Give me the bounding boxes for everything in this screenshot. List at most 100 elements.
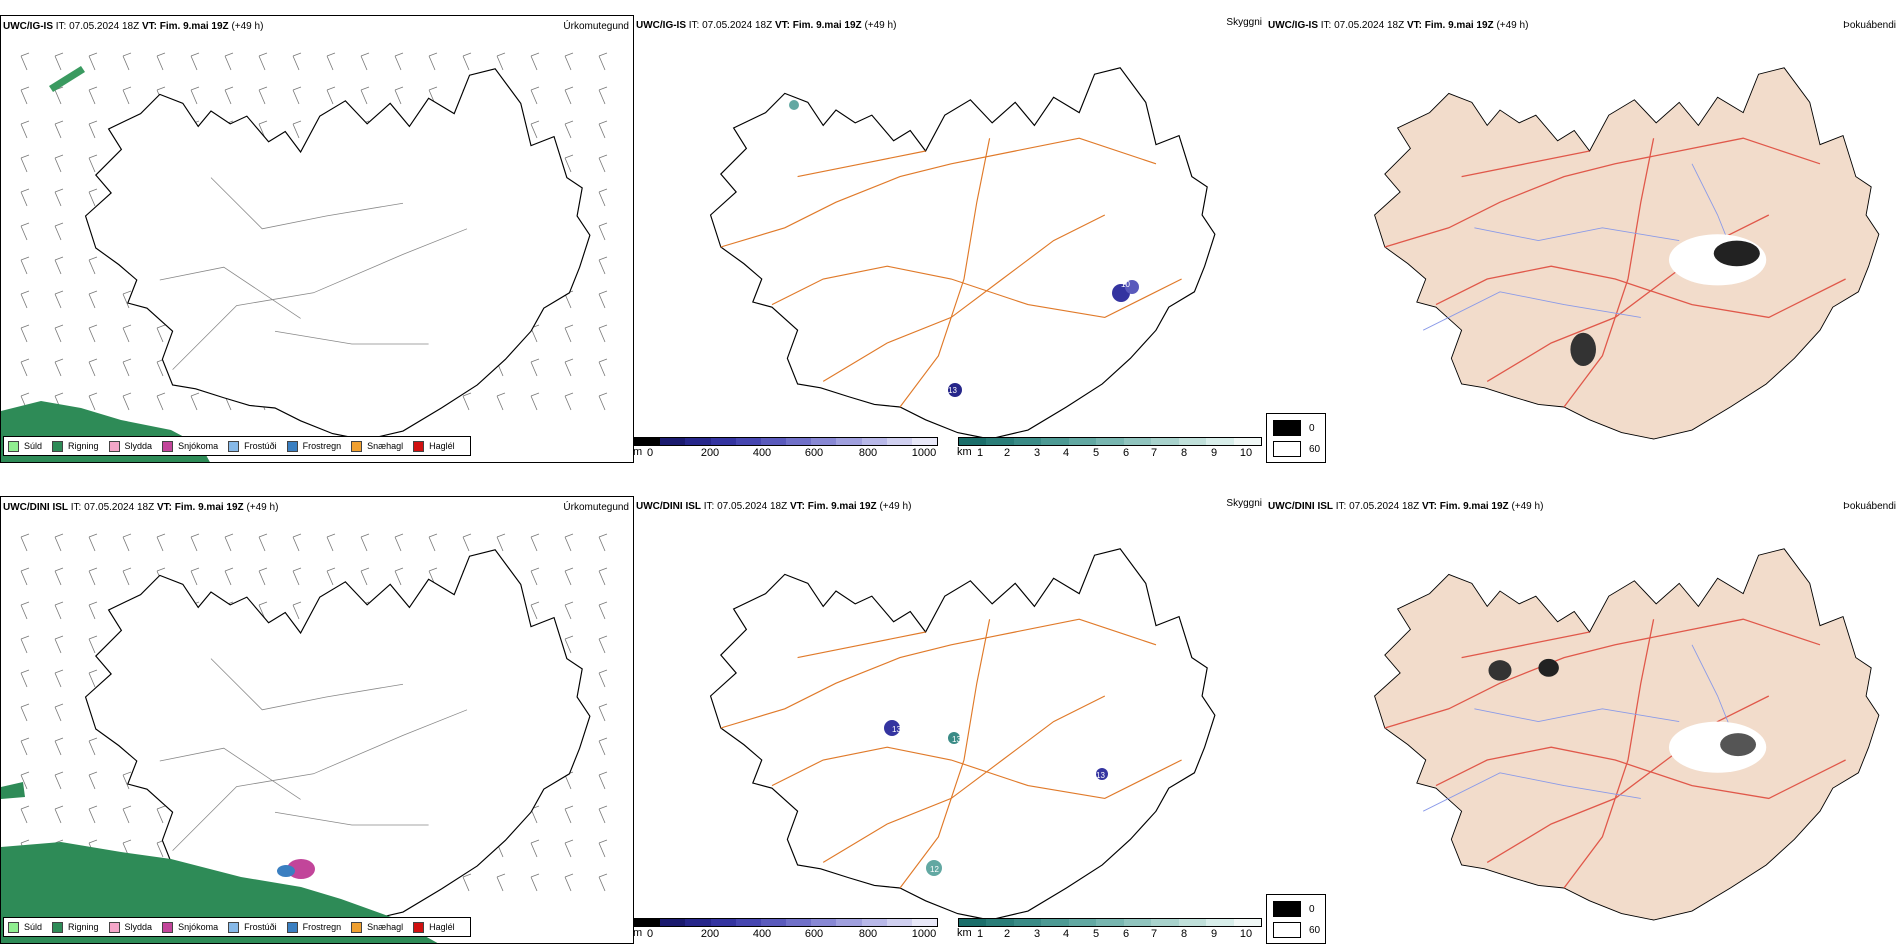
wind-barb (122, 567, 132, 586)
wind-barb (20, 805, 30, 824)
wind-barb (20, 669, 30, 688)
wind-barb (292, 120, 302, 139)
wind-barb (156, 805, 166, 824)
wind-barb (54, 805, 64, 824)
wind-barb (20, 737, 30, 756)
wind-barb (88, 567, 98, 586)
precip-panel-top: UWC/IG-IS IT: 07.05.2024 18Z VT: Fim. 9.… (0, 15, 634, 463)
wind-barb (598, 120, 608, 139)
wind-barb (326, 567, 336, 586)
wind-barb (598, 601, 608, 620)
wind-barb (598, 154, 608, 173)
height-colorbar-bar (634, 437, 938, 446)
wind-barb (598, 737, 608, 756)
wind-barb (428, 52, 438, 71)
wind-barb (122, 771, 132, 790)
wind-barb (54, 771, 64, 790)
wind-barb (156, 392, 166, 411)
height-colorbar: m 0 200 400 600 800 1000 (634, 437, 938, 463)
panel-title: Úrkomutegund (563, 502, 629, 513)
wind-barb (88, 290, 98, 309)
wind-barb (598, 873, 608, 892)
wind-barb (122, 358, 132, 377)
wind-barb (598, 635, 608, 654)
wind-barb (224, 86, 234, 105)
wind-barb (598, 86, 608, 105)
wind-barb (88, 805, 98, 824)
wind-barb (190, 567, 200, 586)
wind-barb (598, 805, 608, 824)
wind-barb (20, 324, 30, 343)
fog-panel-bottom: UWC/DINI ISL IT: 07.05.2024 18Z VT: Fim.… (1266, 496, 1900, 944)
wind-barb (88, 358, 98, 377)
wind-barb (564, 635, 574, 654)
visibility-colorbar: km 1 2 3 4 5 6 7 8 9 10 (957, 918, 1262, 944)
model-name: UWC/DINI ISL (3, 502, 68, 513)
wind-barb (462, 873, 472, 892)
precip-legend: Súld Rigning Slydda Snjókoma Frostúði Fr… (3, 917, 471, 937)
wind-barb (20, 188, 30, 207)
wind-barb (54, 188, 64, 207)
wind-barb (224, 52, 234, 71)
wind-barb (190, 86, 200, 105)
wind-barb (54, 154, 64, 173)
visibility-colorbar-bar (958, 437, 1262, 446)
legend-item: Súld (8, 440, 42, 452)
wind-barb (496, 873, 506, 892)
wind-barb (530, 567, 540, 586)
wind-barb (530, 52, 540, 71)
wind-barb (54, 567, 64, 586)
legend-item: Frostregn (286, 440, 341, 452)
visibility-map: 10 95 13 (709, 67, 1216, 440)
wind-barb (598, 52, 608, 71)
model-name: UWC/IG-IS (3, 21, 53, 32)
map-label: 13 (948, 386, 957, 395)
wind-barb (54, 290, 64, 309)
wind-barb (564, 52, 574, 71)
wind-barb (598, 256, 608, 275)
wind-barb (258, 86, 268, 105)
wind-barb (54, 52, 64, 71)
wind-barb (156, 324, 166, 343)
wind-barb (258, 52, 268, 71)
map-label: 13 (892, 725, 901, 734)
wind-barb (564, 120, 574, 139)
wind-barb (598, 567, 608, 586)
wind-barb (156, 533, 166, 552)
wind-barb (530, 533, 540, 552)
precip-header: UWC/IG-IS IT: 07.05.2024 18Z VT: Fim. 9.… (3, 21, 629, 32)
wind-barb (88, 188, 98, 207)
wind-barb (122, 392, 132, 411)
snow-area (287, 859, 315, 879)
wind-barb (20, 703, 30, 722)
panel-title: Þokuábendi (1843, 20, 1896, 31)
fog-map (1373, 67, 1880, 440)
wind-barb (258, 567, 268, 586)
wind-barb (88, 154, 98, 173)
wind-barb (530, 86, 540, 105)
wind-barb (122, 52, 132, 71)
precip-map (1, 52, 608, 462)
wind-barb (598, 324, 608, 343)
wind-barb (564, 533, 574, 552)
wind-barb (462, 52, 472, 71)
wind-barb (88, 86, 98, 105)
legend-item: Rigning (52, 921, 99, 933)
wind-barb (88, 256, 98, 275)
wind-barb (20, 52, 30, 71)
precip-map (1, 533, 608, 943)
wind-barb (598, 771, 608, 790)
legend-item: Snjókoma (162, 440, 218, 452)
panel-title: Úrkomutegund (563, 21, 629, 32)
wind-barb (54, 703, 64, 722)
wind-barb (496, 533, 506, 552)
wind-barb (564, 86, 574, 105)
wind-barb (20, 533, 30, 552)
wind-barb (360, 86, 370, 105)
legend-item: Snæhagl (351, 921, 403, 933)
wind-barb (20, 222, 30, 241)
wind-barb (360, 567, 370, 586)
wind-barb (88, 669, 98, 688)
fog-map (1373, 548, 1880, 921)
wind-barb (20, 635, 30, 654)
